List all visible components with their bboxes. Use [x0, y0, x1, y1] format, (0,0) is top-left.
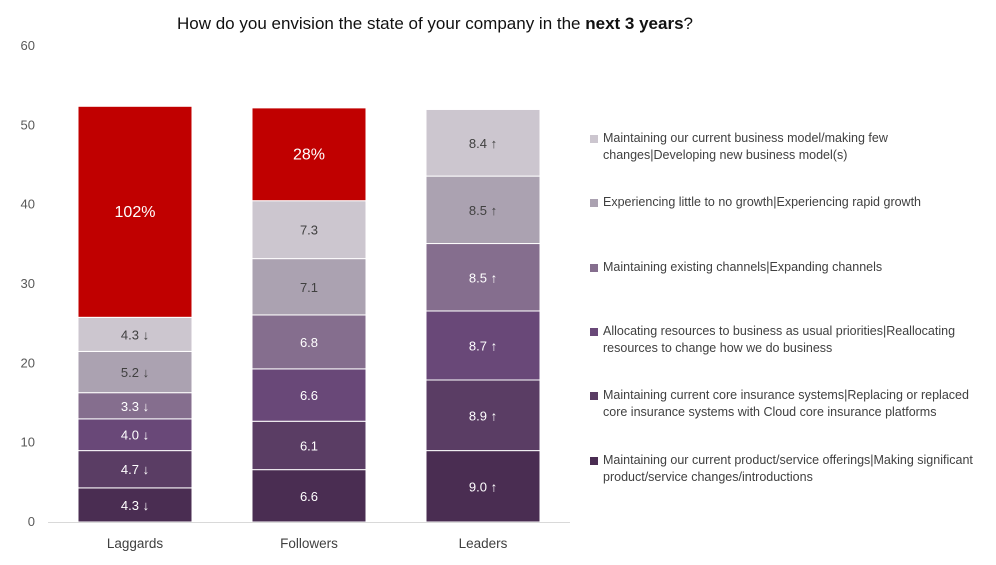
data-label: 4.3 ↓	[121, 327, 149, 342]
bar-segment	[251, 258, 367, 316]
data-label: 3.3 ↓	[121, 399, 149, 414]
bar-segment	[425, 243, 541, 312]
chart-title-suffix: ?	[683, 14, 693, 33]
y-tick-label: 50	[21, 117, 35, 132]
data-label: 6.1	[300, 438, 318, 453]
y-tick-label: 10	[21, 435, 35, 450]
bar-segment	[77, 316, 193, 352]
data-label: 28%	[293, 146, 325, 163]
bar-segment	[251, 368, 367, 422]
data-label: 8.5 ↑	[469, 270, 497, 285]
legend-item: Maintaining our current business model/m…	[590, 130, 990, 164]
bar-segment	[77, 487, 193, 523]
bar-segment	[77, 105, 193, 318]
chart-title-prefix: How do you envision the state of your co…	[177, 14, 586, 33]
data-label: 8.4 ↑	[469, 136, 497, 151]
legend-item: Maintaining existing channels|Expanding …	[590, 259, 990, 276]
data-label: 6.8	[300, 335, 318, 350]
legend-item: Allocating resources to business as usua…	[590, 323, 990, 357]
data-label: 6.6	[300, 489, 318, 504]
data-label: 6.6	[300, 388, 318, 403]
x-tick-label: Followers	[280, 536, 338, 551]
data-label: 7.1	[300, 280, 318, 295]
x-tick-label: Laggards	[107, 536, 164, 551]
bar-segment	[425, 379, 541, 452]
x-axis: Laggards Followers Leaders	[48, 522, 570, 551]
legend-swatch	[590, 328, 598, 336]
x-tick-label: Leaders	[459, 536, 508, 551]
data-label: 4.7 ↓	[121, 462, 149, 477]
bar-segment	[251, 314, 367, 370]
bar-segment	[77, 350, 193, 394]
chart-title: How do you envision the state of your co…	[0, 14, 870, 34]
y-axis: 0 10 20 30 40 50 60	[21, 38, 35, 529]
data-label: 8.5 ↑	[469, 203, 497, 218]
chart-title-bold: next 3 years	[585, 14, 684, 33]
data-label: 8.7 ↑	[469, 338, 497, 353]
data-label: 7.3	[300, 223, 318, 238]
bar-segment	[251, 200, 367, 260]
legend-label: Maintaining current core insurance syste…	[603, 388, 969, 419]
legend-swatch	[590, 457, 598, 465]
legend-label: Maintaining our current business model/m…	[603, 131, 888, 162]
data-label: 102%	[115, 204, 156, 221]
y-tick-label: 0	[28, 514, 35, 529]
data-label: 9.0 ↑	[469, 479, 497, 494]
legend-item: Maintaining our current product/service …	[590, 452, 990, 486]
legend-swatch	[590, 264, 598, 272]
bar-segment	[425, 108, 541, 177]
bar-segment	[425, 175, 541, 245]
bar-segment	[77, 392, 193, 420]
legend-label: Experiencing little to no growth|Experie…	[603, 195, 922, 209]
data-label: 4.0 ↓	[121, 428, 149, 443]
bars: 4.3 ↓ 4.7 ↓ 4.0 ↓ 3.3 ↓ 5.2 ↓ 4.3 ↓ 102% 6.6 6.1…	[77, 105, 541, 523]
legend-item: Maintaining current core insurance syste…	[590, 387, 990, 421]
y-tick-label: 60	[21, 38, 35, 53]
legend-item: Experiencing little to no growth|Experie…	[590, 194, 990, 211]
y-tick-label: 40	[21, 197, 35, 212]
bar-segment	[251, 420, 367, 471]
legend-swatch	[590, 392, 598, 400]
data-label: 4.3 ↓	[121, 498, 149, 513]
y-tick-label: 20	[21, 355, 35, 370]
legend-swatch	[590, 135, 598, 143]
y-tick-label: 30	[21, 276, 35, 291]
bar-segment	[425, 310, 541, 381]
legend-label: Maintaining our current product/service …	[603, 453, 973, 484]
bar-segment	[77, 450, 193, 489]
legend-label: Allocating resources to business as usua…	[603, 324, 956, 355]
data-label: 5.2 ↓	[121, 365, 149, 380]
legend-swatch	[590, 199, 598, 207]
data-label: 8.9 ↑	[469, 408, 497, 423]
bar-segment	[251, 107, 367, 202]
bar-segment	[77, 418, 193, 452]
bar-segment	[425, 450, 541, 523]
legend-label: Maintaining existing channels|Expanding …	[603, 260, 883, 274]
